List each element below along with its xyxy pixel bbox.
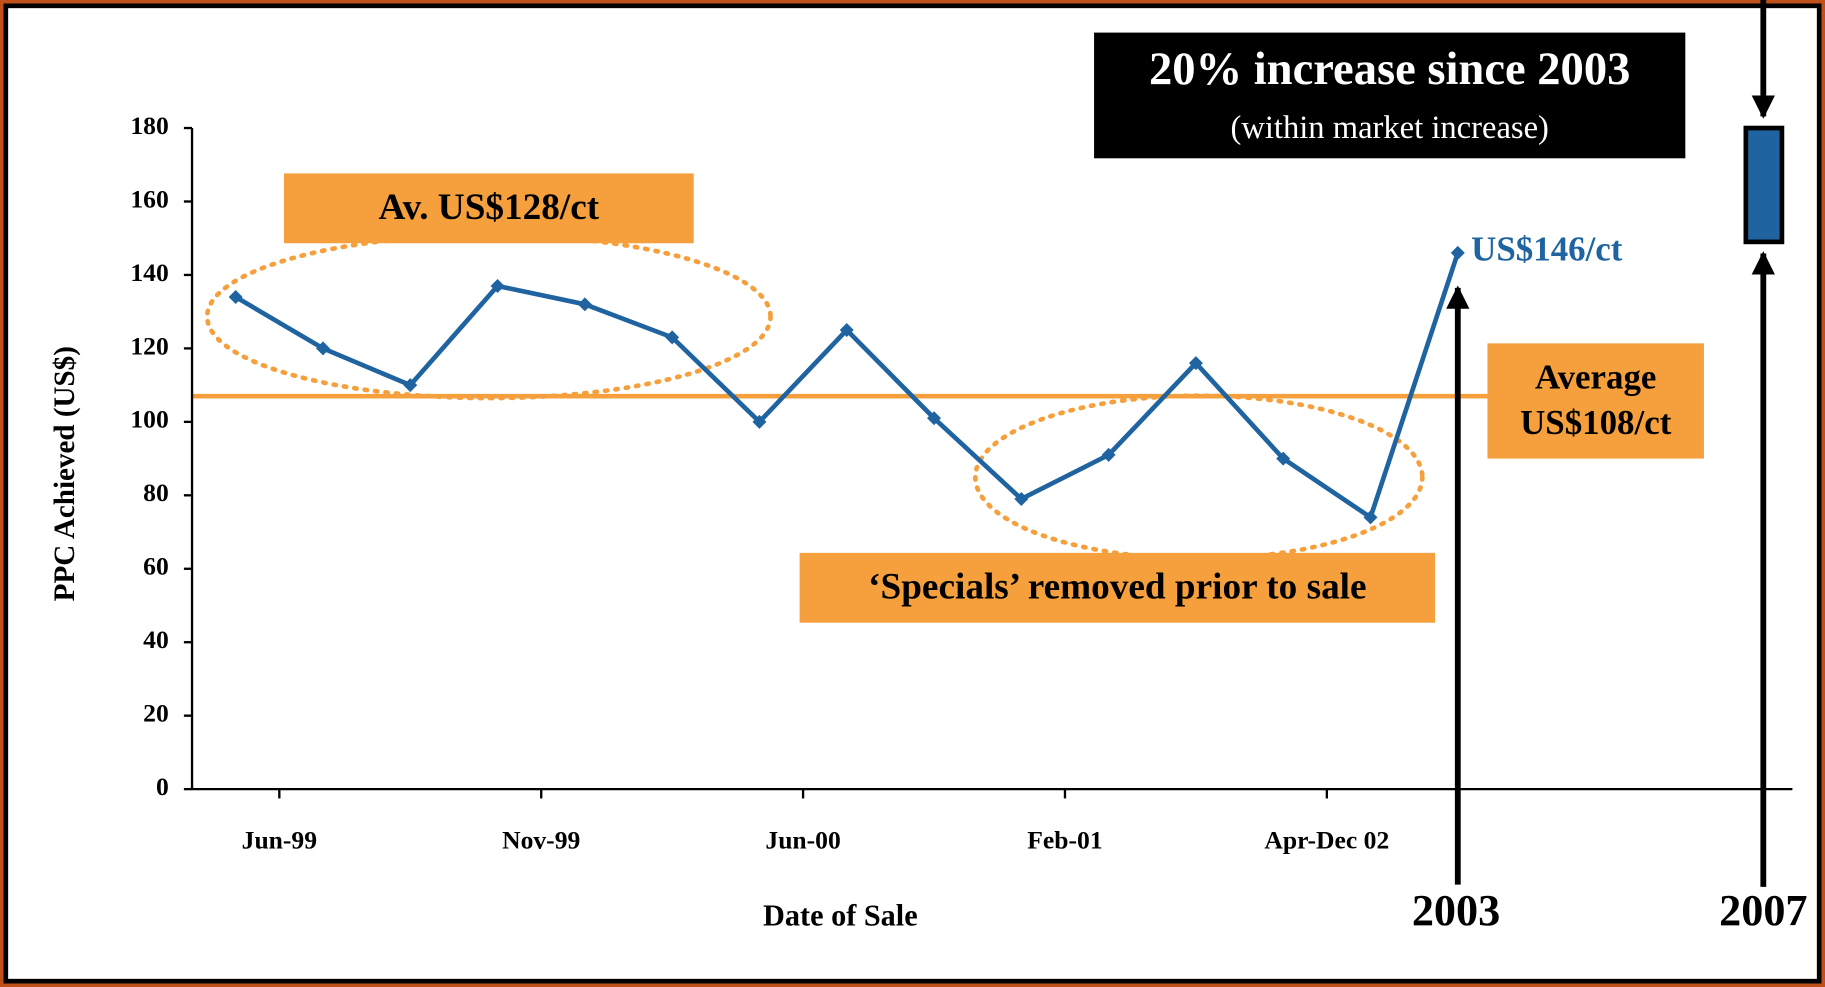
y-tick-label: 180	[130, 111, 168, 140]
series-marker	[1188, 356, 1203, 371]
x-tick-label: Jun-00	[765, 826, 840, 855]
y-tick-label: 120	[130, 331, 168, 360]
y-tick-label: 60	[143, 552, 169, 581]
bar-2007	[1743, 125, 1785, 245]
series-marker	[839, 323, 854, 338]
x-axis-title: Date of Sale	[763, 898, 918, 932]
annotation: US$108/ct	[1520, 403, 1672, 442]
series-marker	[403, 378, 418, 393]
y-tick-label: 100	[130, 405, 168, 434]
annotation: 2003	[1412, 886, 1500, 935]
annotation-box	[799, 552, 1436, 623]
annotation-box	[1487, 343, 1704, 459]
series-marker	[1276, 451, 1291, 466]
annotation: ‘Specials’ removed prior to sale	[868, 567, 1366, 608]
annotation: Av. US$128/ct	[379, 187, 600, 228]
annotation-box	[283, 173, 694, 244]
annotation: 20% increase since 2003	[1149, 44, 1630, 95]
x-tick-label: Apr-Dec 02	[1264, 826, 1389, 855]
y-axis-title: PPC Achieved (US$)	[49, 346, 81, 601]
y-tick-label: 0	[156, 772, 169, 801]
series-marker	[1101, 447, 1116, 462]
annotation: Average	[1535, 358, 1656, 397]
series-marker	[490, 278, 505, 293]
series-marker	[315, 341, 330, 356]
y-tick-label: 160	[130, 184, 168, 213]
series-marker	[1450, 245, 1465, 260]
annotation: US$146/ct	[1471, 230, 1623, 269]
y-tick-label: 40	[143, 625, 169, 654]
annotation: (within market increase)	[1230, 110, 1548, 146]
y-tick-label: 20	[143, 699, 169, 728]
series-marker	[228, 289, 243, 304]
annotation: 2007	[1719, 886, 1807, 935]
y-tick-label: 140	[130, 258, 168, 287]
series-marker	[1363, 510, 1378, 525]
inner-frame	[3, 3, 1822, 984]
x-tick-label: Nov-99	[502, 826, 580, 855]
x-tick-label: Jun-99	[242, 826, 317, 855]
annotation-box	[1094, 32, 1686, 159]
x-tick-label: Feb-01	[1027, 826, 1102, 855]
y-tick-label: 80	[143, 478, 169, 507]
